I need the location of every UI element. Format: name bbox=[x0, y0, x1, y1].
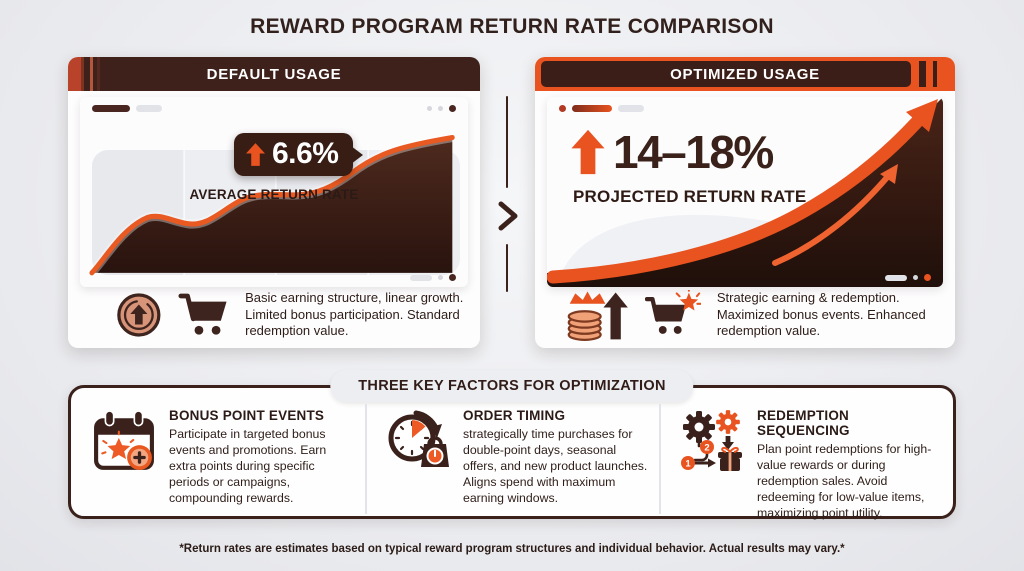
gear-orange-icon bbox=[716, 410, 740, 434]
up-arrow-icon bbox=[246, 142, 265, 166]
coins-crown-up-arrow-icon bbox=[567, 291, 628, 341]
calendar-star-plus-icon bbox=[94, 410, 154, 470]
up-arrow-icon bbox=[571, 129, 605, 175]
factor-order-timing: ORDER TIMING strategically time purchase… bbox=[365, 388, 659, 530]
projected-return-rate-stat: 14–18% bbox=[571, 126, 774, 178]
chrome-dot bbox=[449, 105, 456, 112]
chrome-dot bbox=[449, 274, 456, 281]
factor-title: ORDER TIMING bbox=[463, 408, 566, 423]
optimized-usage-summary: Strategic earning & redemption. Maximize… bbox=[535, 286, 955, 348]
projected-return-rate-label: PROJECTED RETURN RATE bbox=[573, 187, 807, 206]
projected-return-rate-value: 14–18% bbox=[613, 126, 774, 178]
chrome-pill bbox=[618, 105, 644, 112]
shopping-cart-icon bbox=[178, 293, 227, 335]
panel-default-usage: DEFAULT USAGE bbox=[68, 57, 480, 348]
factor-redemption-sequencing: 2 1 REDEMPTION SEQUENCING Plan point red… bbox=[659, 388, 953, 530]
panel-header-default-label: DEFAULT USAGE bbox=[206, 65, 342, 83]
default-usage-chart: 6.6% AVERAGE RETURN RATE bbox=[88, 117, 460, 279]
cart-star-icon bbox=[644, 290, 701, 334]
factor-bonus-point-events: BONUS POINT EVENTS Participate in target… bbox=[71, 388, 365, 530]
chevron-right-icon bbox=[498, 201, 518, 231]
browser-window-optimized: 14–18% PROJECTED RETURN RATE bbox=[547, 97, 943, 287]
panel-header-optimized-label: OPTIMIZED USAGE bbox=[670, 65, 820, 83]
chrome-dot bbox=[913, 275, 918, 280]
default-usage-summary: Basic earning structure, linear growth. … bbox=[68, 286, 480, 348]
divider-line bbox=[506, 96, 508, 188]
header-stripe bbox=[919, 61, 926, 87]
clock-bag-timer-icon bbox=[388, 410, 449, 467]
sequence-step-2-badge: 2 bbox=[704, 442, 709, 453]
factor-title: BONUS POINT EVENTS bbox=[169, 408, 325, 423]
average-return-rate-label: AVERAGE RETURN RATE bbox=[189, 187, 359, 202]
chrome-pill bbox=[136, 105, 162, 112]
chrome-dot bbox=[559, 105, 566, 112]
key-factors-section: THREE KEY FACTORS FOR OPTIMIZATION BONUS… bbox=[68, 370, 956, 520]
factor-title: REDEMPTION SEQUENCING bbox=[757, 408, 850, 438]
chrome-pill bbox=[885, 274, 907, 281]
chrome-dot bbox=[924, 274, 931, 281]
browser-chrome-bottom bbox=[885, 274, 931, 281]
disclaimer-footnote: *Return rates are estimates based on typ… bbox=[179, 543, 845, 555]
browser-chrome-bottom bbox=[410, 274, 456, 281]
panel-header-default: DEFAULT USAGE bbox=[68, 57, 480, 91]
sequence-step-1-badge: 1 bbox=[685, 458, 691, 469]
average-return-rate-value: 6.6% bbox=[272, 137, 339, 170]
browser-window-default: 6.6% AVERAGE RETURN RATE bbox=[80, 97, 468, 287]
factor-text: strategically time purchases for double-… bbox=[463, 427, 648, 505]
chrome-dot bbox=[438, 106, 443, 111]
chrome-dot bbox=[438, 275, 443, 280]
gear-dark-icon bbox=[683, 411, 715, 443]
header-stripe bbox=[933, 61, 937, 87]
panel-optimized-usage: OPTIMIZED USAGE bbox=[535, 57, 955, 348]
chrome-pill bbox=[92, 105, 130, 112]
default-usage-description: Basic earning structure, linear growth. … bbox=[245, 290, 464, 339]
rising-curve-arrow-icon bbox=[547, 97, 943, 287]
factor-text: Plan point redemptions for high-value re… bbox=[757, 442, 932, 520]
optimized-usage-description: Strategic earning & redemption. Maximize… bbox=[716, 290, 926, 339]
average-return-rate-badge: 6.6% bbox=[234, 133, 354, 176]
chrome-dot bbox=[427, 106, 432, 111]
chrome-pill bbox=[572, 105, 612, 112]
header-inner-plate bbox=[541, 61, 911, 87]
gears-sequence-gift-icon: 2 1 bbox=[681, 410, 742, 471]
key-factors-grid: BONUS POINT EVENTS Participate in target… bbox=[71, 388, 953, 520]
page-title: REWARD PROGRAM RETURN RATE COMPARISON bbox=[250, 15, 774, 38]
browser-chrome-top bbox=[92, 104, 456, 113]
divider-line bbox=[506, 244, 508, 292]
factor-text: Participate in targeted bonus events and… bbox=[169, 427, 327, 505]
panel-header-optimized: OPTIMIZED USAGE bbox=[535, 57, 955, 91]
rising-area-chart-icon bbox=[88, 132, 457, 278]
browser-chrome-top bbox=[559, 104, 931, 113]
coin-up-arrow-icon bbox=[117, 293, 161, 337]
key-factors-title: THREE KEY FACTORS FOR OPTIMIZATION bbox=[330, 370, 694, 402]
chrome-pill bbox=[410, 274, 432, 281]
